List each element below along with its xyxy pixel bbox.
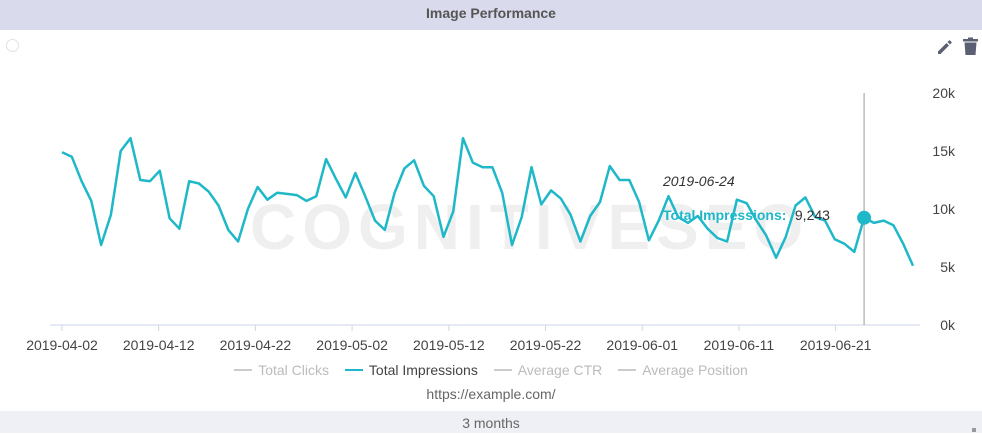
x-axis: 2019-04-02 2019-04-12 2019-04-22 2019-05-02… bbox=[26, 325, 872, 353]
legend-swatch bbox=[618, 369, 637, 372]
tooltip-date: 2019-06-24 bbox=[662, 173, 735, 189]
hover-point bbox=[857, 210, 872, 225]
source-url: https://example.com/ bbox=[426, 386, 556, 402]
legend-swatch bbox=[234, 369, 253, 372]
x-tick-label: 2019-06-21 bbox=[800, 337, 872, 353]
legend-item-average-ctr[interactable]: Average CTR bbox=[493, 362, 603, 378]
x-tick-label: 2019-06-01 bbox=[606, 337, 678, 353]
pencil-icon[interactable] bbox=[936, 38, 954, 56]
panel-title: Image Performance bbox=[0, 0, 982, 30]
y-tick-label: 0k bbox=[940, 317, 956, 333]
legend-label: Average CTR bbox=[517, 362, 603, 378]
x-tick-label: 2019-05-02 bbox=[316, 337, 388, 353]
y-tick-label: 5k bbox=[940, 259, 956, 275]
tooltip-series-name: Total Impressions: bbox=[663, 207, 786, 223]
y-tick-label: 20k bbox=[932, 85, 956, 101]
x-tick-label: 2019-05-22 bbox=[510, 337, 582, 353]
x-tick-label: 2019-04-22 bbox=[220, 337, 292, 353]
x-tick-label: 2019-04-12 bbox=[123, 337, 195, 353]
y-axis: 0k 5k 10k 15k 20k bbox=[932, 85, 956, 333]
chart-legend: Total Clicks Total Impressions Average C… bbox=[0, 362, 982, 382]
date-range-bar[interactable]: 3 months bbox=[0, 411, 982, 433]
series-line-total-impressions bbox=[61, 136, 915, 267]
legend-label: Total Impressions bbox=[368, 362, 478, 378]
x-tick-label: 2019-04-02 bbox=[26, 337, 98, 353]
trash-icon[interactable] bbox=[962, 37, 979, 56]
date-range-label: 3 months bbox=[462, 415, 520, 431]
watermark: COGNITIVESEO bbox=[250, 191, 810, 263]
legend-label: Average Position bbox=[642, 362, 748, 378]
legend-swatch bbox=[344, 369, 363, 372]
tooltip-value-line: Total Impressions: 9,243 bbox=[663, 207, 830, 224]
select-radio[interactable] bbox=[6, 39, 19, 52]
tooltip: 2019-06-24 Total Impressions: 9,243 bbox=[662, 173, 830, 224]
line-chart: 2019-04-02 2019-04-12 2019-04-22 2019-05-02… bbox=[26, 85, 956, 353]
legend-label: Total Clicks bbox=[258, 362, 330, 378]
resize-grip-icon[interactable] bbox=[972, 428, 976, 432]
x-tick-label: 2019-06-11 bbox=[704, 337, 775, 353]
y-tick-label: 15k bbox=[932, 143, 956, 159]
legend-item-average-position[interactable]: Average Position bbox=[618, 362, 748, 378]
legend-item-total-clicks[interactable]: Total Clicks bbox=[234, 362, 329, 378]
tooltip-value: 9,243 bbox=[795, 207, 830, 223]
x-tick-label: 2019-05-12 bbox=[413, 337, 485, 353]
legend-item-total-impressions[interactable]: Total Impressions bbox=[344, 362, 478, 378]
y-tick-label: 10k bbox=[932, 201, 956, 217]
legend-swatch bbox=[493, 369, 512, 372]
